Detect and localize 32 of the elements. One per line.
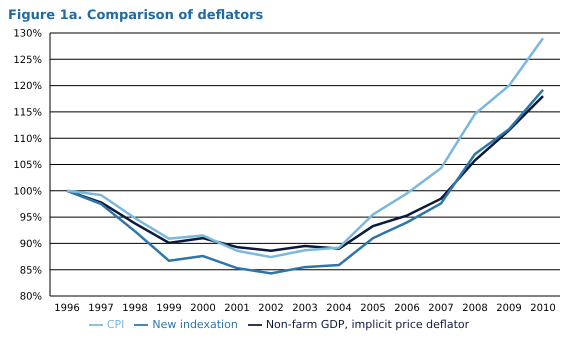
y-tick-label: 120% [13,81,42,92]
legend-label: New indexation [152,318,238,332]
y-tick-label: 100% [13,186,42,198]
line-series [66,37,544,258]
x-tick-label: 1999 [156,303,182,314]
x-tick-label: 2010 [530,303,556,314]
y-tick-label: 110% [13,134,42,145]
y-tick-label: 115% [13,107,42,118]
chart-title: Figure 1a. Comparison of deflators [8,8,264,23]
y-tick-label: 90% [20,238,42,250]
x-tick-label: 1998 [122,303,148,314]
y-tick-label: 80% [20,292,42,303]
legend-label: Non-farm GDP, implicit price deflator [266,318,470,332]
x-tick-label: 2009 [496,303,522,314]
y-tick-label: 130% [13,28,42,40]
x-tick-label: 1996 [54,303,80,314]
x-tick-label: 2005 [360,303,386,314]
legend-label: CPI [106,318,124,332]
x-tick-label: 1997 [88,303,114,314]
x-tick-label: 2003 [292,303,318,314]
x-tick-label: 2004 [326,303,352,314]
x-tick-label: 2007 [428,303,454,314]
line-series [66,88,544,275]
x-tick-label: 2001 [224,303,250,314]
y-tick-label: 85% [20,265,42,276]
y-tick-label: 125% [13,54,42,66]
x-tick-label: 2000 [190,303,216,314]
x-tick-label: 2008 [462,303,488,314]
x-tick-label: 2002 [258,303,284,314]
y-tick-label: 105% [13,160,42,172]
x-tick-label: 2006 [394,303,420,314]
y-tick-label: 95% [20,212,42,224]
